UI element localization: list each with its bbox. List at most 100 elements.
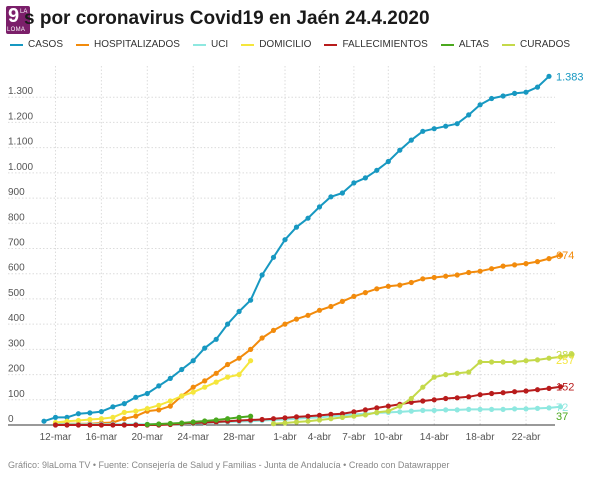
data-point-curados xyxy=(546,355,552,361)
data-point-fallecimientos xyxy=(316,412,323,418)
data-point-fallecimientos xyxy=(546,385,552,391)
data-point-uci xyxy=(408,408,414,414)
data-point-casos xyxy=(41,418,47,424)
data-point-uci xyxy=(511,406,518,412)
data-point-casos xyxy=(87,410,93,416)
data-point-casos xyxy=(523,89,529,95)
data-point-curados xyxy=(374,409,380,415)
data-point-curados xyxy=(305,418,311,424)
data-point-domicilio xyxy=(110,414,116,420)
data-point-curados xyxy=(408,395,414,402)
y-tick-label: 100 xyxy=(8,389,25,400)
legend-label: HOSPITALIZADOS xyxy=(94,39,180,50)
data-point-hospitalizados xyxy=(339,298,345,304)
data-point-casos xyxy=(144,390,150,397)
end-label-curados: 280 xyxy=(556,349,574,361)
data-point-casos xyxy=(420,128,426,134)
data-point-uci xyxy=(431,407,437,413)
data-point-curados xyxy=(316,417,323,423)
data-point-domicilio xyxy=(167,398,173,404)
data-point-curados xyxy=(511,359,518,365)
data-point-hospitalizados xyxy=(443,273,449,279)
data-point-curados xyxy=(466,369,472,375)
data-point-altas xyxy=(236,414,242,420)
data-point-curados xyxy=(569,351,575,357)
legend-label: CASOS xyxy=(28,39,64,50)
data-point-casos xyxy=(477,102,483,108)
data-point-hospitalizados xyxy=(466,269,472,276)
data-point-altas xyxy=(190,419,196,425)
data-point-casos xyxy=(431,126,437,132)
data-point-hospitalizados xyxy=(546,256,552,262)
x-tick-label: 22-abr xyxy=(512,432,542,443)
data-point-fallecimientos xyxy=(133,422,139,428)
data-point-altas xyxy=(156,421,162,427)
data-point-hospitalizados xyxy=(362,290,368,296)
data-point-casos xyxy=(225,321,231,327)
data-point-casos xyxy=(511,90,518,96)
data-point-altas xyxy=(167,420,173,427)
data-point-fallecimientos xyxy=(248,417,254,423)
data-point-hospitalizados xyxy=(202,378,208,384)
data-point-hospitalizados xyxy=(328,303,334,310)
data-point-casos xyxy=(385,158,391,165)
data-point-curados xyxy=(282,420,288,426)
data-point-fallecimientos xyxy=(64,422,70,428)
data-point-altas xyxy=(144,421,150,428)
footer-source: Gráfico: 9laLoma TV • Fuente: Consejería… xyxy=(8,460,450,470)
data-point-hospitalizados xyxy=(511,262,518,268)
data-point-domicilio xyxy=(121,409,127,415)
series-line-altas xyxy=(147,415,251,426)
data-point-altas xyxy=(213,417,219,423)
legend-label: FALLECIMIENTOS xyxy=(342,39,428,50)
data-point-hospitalizados xyxy=(121,416,127,422)
data-point-curados xyxy=(397,403,403,409)
data-point-casos xyxy=(270,254,277,260)
data-point-casos xyxy=(500,93,506,99)
data-point-uci xyxy=(454,407,460,413)
data-point-curados xyxy=(443,372,449,378)
data-point-hospitalizados xyxy=(385,283,391,289)
data-point-hospitalizados xyxy=(454,272,460,278)
data-point-fallecimientos xyxy=(339,411,345,417)
logo-top: LA xyxy=(20,9,28,15)
data-point-curados xyxy=(351,413,357,419)
data-point-casos xyxy=(167,375,173,381)
data-point-uci xyxy=(397,409,403,415)
data-point-fallecimientos xyxy=(385,403,391,409)
data-point-fallecimientos xyxy=(454,395,460,401)
data-point-casos xyxy=(213,336,219,342)
data-point-uci xyxy=(557,404,564,410)
data-point-altas xyxy=(225,416,231,422)
legend-label: ALTAS xyxy=(458,39,490,50)
x-tick-label: 10-abr xyxy=(374,432,404,443)
data-point-hospitalizados xyxy=(133,413,139,419)
data-point-uci xyxy=(420,407,426,413)
y-tick-label: 700 xyxy=(8,238,25,249)
data-point-curados xyxy=(339,414,345,420)
legend-item-fallecimientos: FALLECIMIENTOS xyxy=(324,39,428,50)
data-point-hospitalizados xyxy=(408,279,414,286)
x-tick-label: 14-abr xyxy=(420,432,450,443)
y-tick-label: 200 xyxy=(8,364,25,375)
legend-swatch xyxy=(440,43,454,46)
data-point-curados xyxy=(328,416,334,422)
data-point-casos xyxy=(328,194,334,200)
series-line-hospitalizados xyxy=(55,254,561,425)
data-point-casos xyxy=(248,297,254,303)
data-point-uci xyxy=(466,406,472,412)
data-point-curados xyxy=(557,354,564,360)
data-point-hospitalizados xyxy=(500,263,506,269)
data-point-fallecimientos xyxy=(431,397,437,403)
data-point-casos xyxy=(316,204,323,210)
x-tick-label: 24-mar xyxy=(177,432,209,443)
data-point-domicilio xyxy=(213,379,219,385)
x-tick-label: 16-mar xyxy=(86,432,118,443)
data-point-hospitalizados xyxy=(236,355,242,361)
data-point-casos xyxy=(121,401,127,407)
data-point-uci xyxy=(489,406,495,412)
data-point-fallecimientos xyxy=(362,407,368,413)
data-point-casos xyxy=(305,215,311,221)
data-point-domicilio xyxy=(133,408,139,414)
